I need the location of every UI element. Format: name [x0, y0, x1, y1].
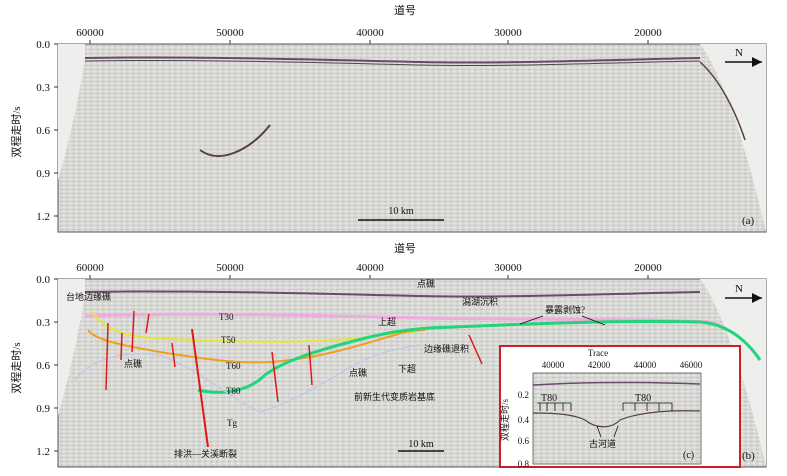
label-t80: T80 [226, 386, 241, 396]
label-reef-top: 点礁 [417, 278, 435, 289]
exposure-arrow-2 [519, 315, 544, 325]
panel-a-ytick-2: 0.6 [36, 125, 50, 137]
label-point-reef-left: 点礁 [124, 358, 142, 369]
panel-a-ytick-1: 0.3 [36, 82, 50, 94]
panel-a-top-axis-title: 道号 [394, 3, 416, 17]
horizon-tg-line [74, 344, 421, 413]
panel-a-xtick-50000: 50000 [216, 27, 244, 39]
panel-a: 道号 60000 50000 40000 30000 20000 10 km (… [10, 3, 767, 233]
inset-panel-label: (c) [683, 450, 694, 461]
panel-a-xtick-40000: 40000 [356, 27, 384, 39]
fault-lines [105, 310, 483, 448]
panel-a-ytick-0: 0.0 [36, 39, 50, 51]
inset-channel-reflector [532, 410, 701, 428]
inset-channel-label: 古河道 [589, 438, 616, 449]
inset-x-ticks: 40000 42000 44000 46000 [542, 360, 703, 370]
panel-a-x-ticks: 60000 50000 40000 30000 20000 [76, 27, 662, 44]
panel-a-reflector-curve [199, 124, 271, 157]
label-basement: 前新生代变质岩基底 [354, 391, 435, 402]
panel-a-xtick-30000: 30000 [494, 27, 522, 39]
inset-xtick-2: 44000 [634, 360, 657, 370]
inset-c: Trace 40000 42000 44000 46000 0.2 0.4 0.… [499, 345, 741, 469]
panel-b-label: (b) [742, 450, 755, 462]
panel-b-ytick-0: 0.0 [36, 274, 50, 286]
inset-y-title: 双程走时/s [499, 399, 510, 442]
label-exposure: 暴露剥蚀? [545, 304, 585, 315]
label-fault: 排洪—关溪断裂 [174, 448, 237, 459]
inset-label-t80-left: T80 [541, 393, 557, 404]
label-t50: T50 [221, 335, 236, 345]
inset-xtick-0: 40000 [542, 360, 565, 370]
inset-ytick-3: 0.8 [518, 459, 530, 469]
panel-b-ytick-3: 0.9 [36, 403, 50, 415]
label-t30: T30 [219, 312, 234, 322]
inset-x-title: Trace [588, 348, 608, 358]
label-lagoon: 潟湖沉积 [462, 296, 498, 307]
panel-a-xtick-60000: 60000 [76, 27, 104, 39]
panel-b-y-axis-title: 双程走时/s [10, 342, 23, 393]
inset-label-t80-right: T80 [635, 393, 651, 404]
inset-arrow-icons [537, 402, 673, 438]
inset-ytick-0: 0.2 [518, 390, 529, 400]
panel-b-xtick-50000: 50000 [216, 262, 244, 274]
inset-ytick-2: 0.6 [518, 436, 530, 446]
inset-xtick-3: 46000 [680, 360, 703, 370]
panel-b-ytick-4: 1.2 [36, 446, 50, 458]
panel-b-xtick-20000: 20000 [634, 262, 662, 274]
exposure-arrow [581, 315, 606, 326]
panel-a-seafloor-reflector-2 [84, 59, 701, 67]
inset-seafloor-reflector [532, 381, 701, 386]
label-downlap: 下超 [398, 363, 416, 374]
panel-a-blank-left [58, 44, 85, 180]
panel-b-blank-left [58, 279, 85, 415]
horizon-t80-line [197, 319, 762, 394]
label-point-reef-mid: 点礁 [349, 367, 367, 378]
inset-y-ticks: 0.2 0.4 0.6 0.8 [518, 390, 530, 469]
panel-b-north-label: N [735, 283, 743, 295]
label-platform-reef: 台地边缘礁 [66, 291, 111, 302]
panel-a-y-ticks: 0.0 0.3 0.6 0.9 1.2 [36, 39, 58, 223]
panel-a-north-arrow-icon [725, 57, 762, 67]
inset-ytick-1: 0.4 [518, 415, 530, 425]
panel-b-scale-label: 10 km [408, 439, 434, 450]
panel-a-ytick-4: 1.2 [36, 211, 50, 223]
panel-a-seismic-image [57, 43, 767, 233]
inset-xtick-1: 42000 [588, 360, 611, 370]
panel-a-blank-right [700, 44, 766, 232]
panel-a-reflector-right [699, 61, 746, 141]
panel-a-north-label: N [735, 47, 743, 59]
panel-b-seafloor-reflector [84, 290, 701, 298]
label-tg: Tg [227, 418, 237, 428]
panel-a-label: (a) [742, 215, 755, 227]
panel-b-top-axis-title: 道号 [394, 241, 416, 255]
panel-a-scale-label: 10 km [388, 206, 414, 217]
panel-b-ytick-1: 0.3 [36, 317, 50, 329]
panel-a-ytick-3: 0.9 [36, 168, 50, 180]
label-onlap: 上超 [378, 316, 396, 327]
panel-b-xtick-40000: 40000 [356, 262, 384, 274]
inset-seismic-image [532, 372, 702, 465]
label-reef-margin: 边缘礁退积 [424, 343, 469, 354]
panel-b-x-ticks: 60000 50000 40000 30000 20000 [76, 262, 662, 279]
label-t60: T60 [226, 361, 241, 371]
panel-a-xtick-20000: 20000 [634, 27, 662, 39]
panel-a-seafloor-reflector [84, 56, 701, 64]
panel-b-xtick-30000: 30000 [494, 262, 522, 274]
panel-b-blank-right [700, 279, 766, 467]
panel-b-xtick-60000: 60000 [76, 262, 104, 274]
panel-a-y-axis-title: 双程走时/s [10, 106, 23, 157]
panel-b-north-arrow-icon [725, 293, 762, 303]
panel-b-ytick-2: 0.6 [36, 360, 50, 372]
panel-b-y-ticks: 0.0 0.3 0.6 0.9 1.2 [36, 274, 58, 458]
